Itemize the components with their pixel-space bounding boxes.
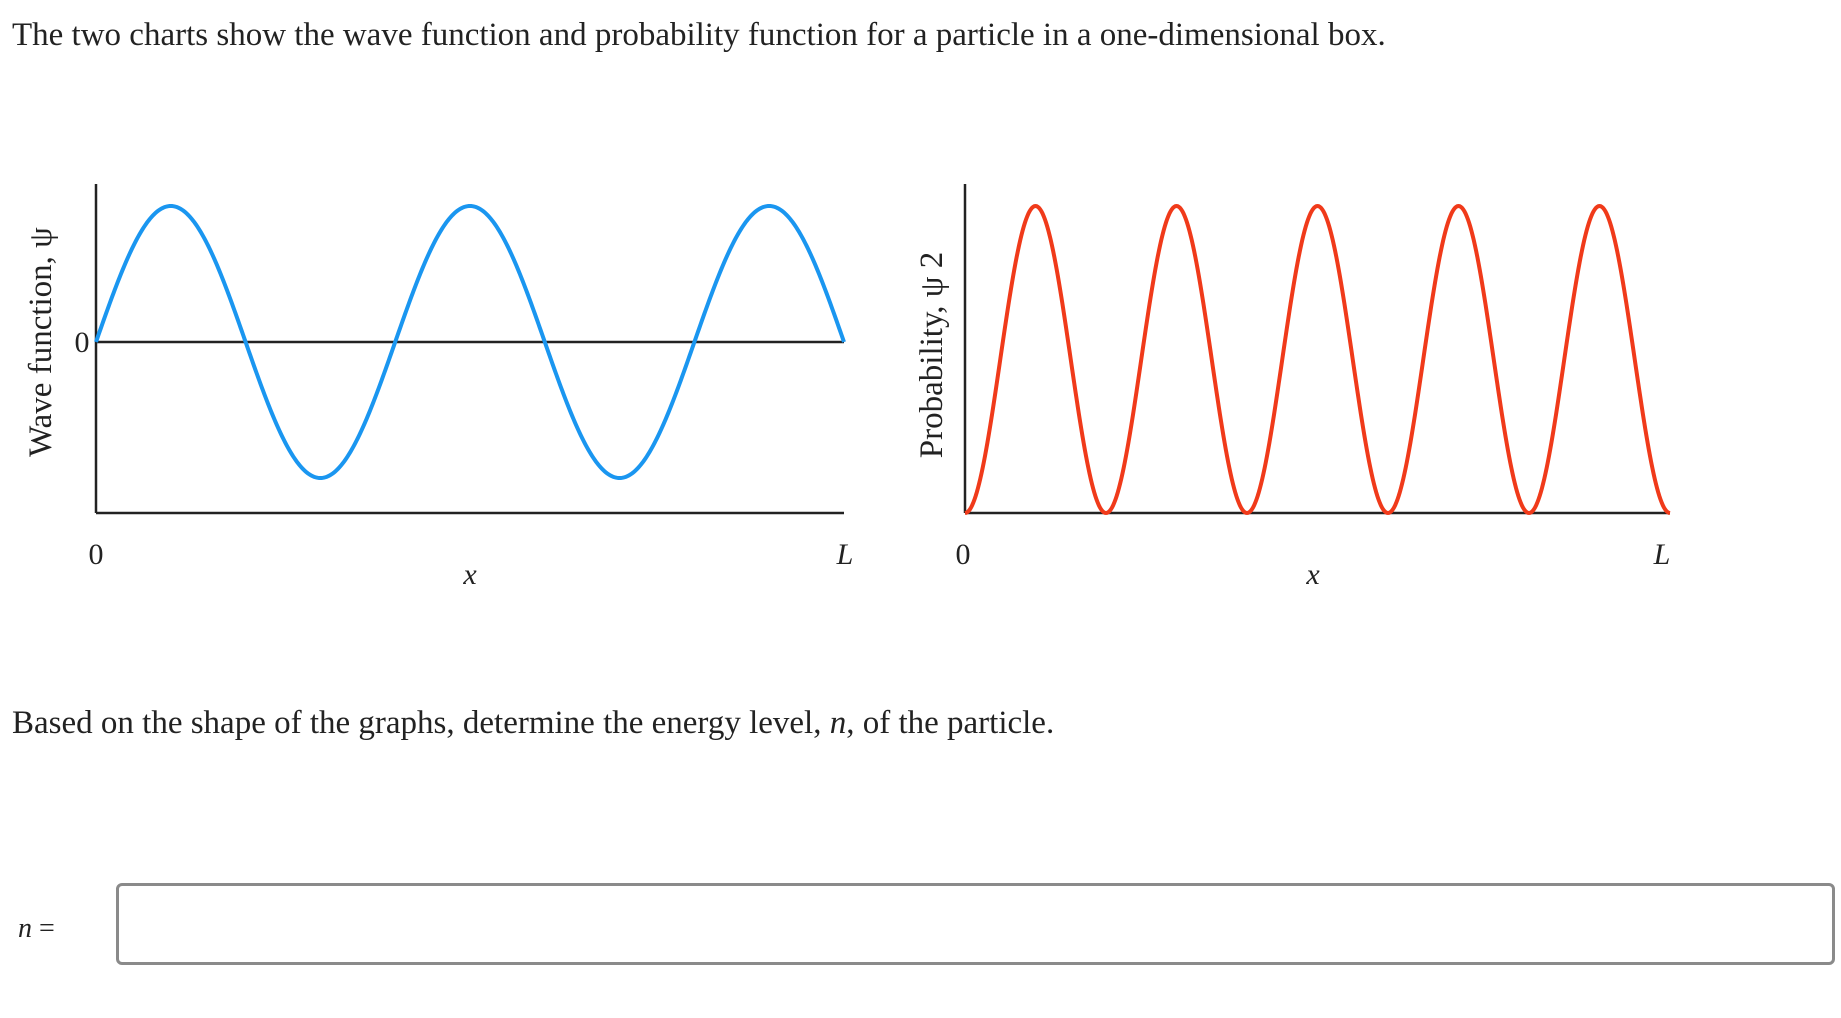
- answer-variable: n: [18, 913, 32, 944]
- wave-function-curve: [94, 203, 846, 481]
- prob-y-axis-label: Probability, ψ 2: [914, 252, 950, 458]
- answer-label: n =: [18, 913, 55, 945]
- question-text: Based on the shape of the graphs, determ…: [12, 704, 1054, 744]
- prob-x-l-tick-label: L: [1653, 538, 1671, 571]
- probability-chart: 0 L x Probability, ψ 2: [914, 184, 1671, 591]
- question-after: , of the particle.: [846, 705, 1055, 741]
- wave-function-chart: 0 0 L x Wave function, ψ: [23, 184, 853, 591]
- question-variable: n: [829, 705, 847, 741]
- charts-figure: 0 0 L x Wave function, ψ 0 L x Probabili…: [23, 184, 1671, 591]
- wave-x-axis-label: x: [462, 558, 477, 591]
- question-before: Based on the shape of the graphs, determ…: [12, 705, 830, 741]
- problem-prompt: The two charts show the wave function an…: [12, 17, 1386, 53]
- probability-curve: [964, 203, 1671, 516]
- wave-y-axis-label: Wave function, ψ: [23, 227, 59, 457]
- prob-x-zero-tick-label: 0: [956, 538, 971, 571]
- prob-x-axis-label: x: [1305, 558, 1320, 591]
- wave-y-zero-tick-label: 0: [75, 326, 90, 359]
- answer-input[interactable]: [116, 883, 1835, 965]
- answer-equals: =: [32, 913, 55, 944]
- wave-x-l-tick-label: L: [836, 538, 854, 571]
- wave-x-zero-tick-label: 0: [89, 538, 104, 571]
